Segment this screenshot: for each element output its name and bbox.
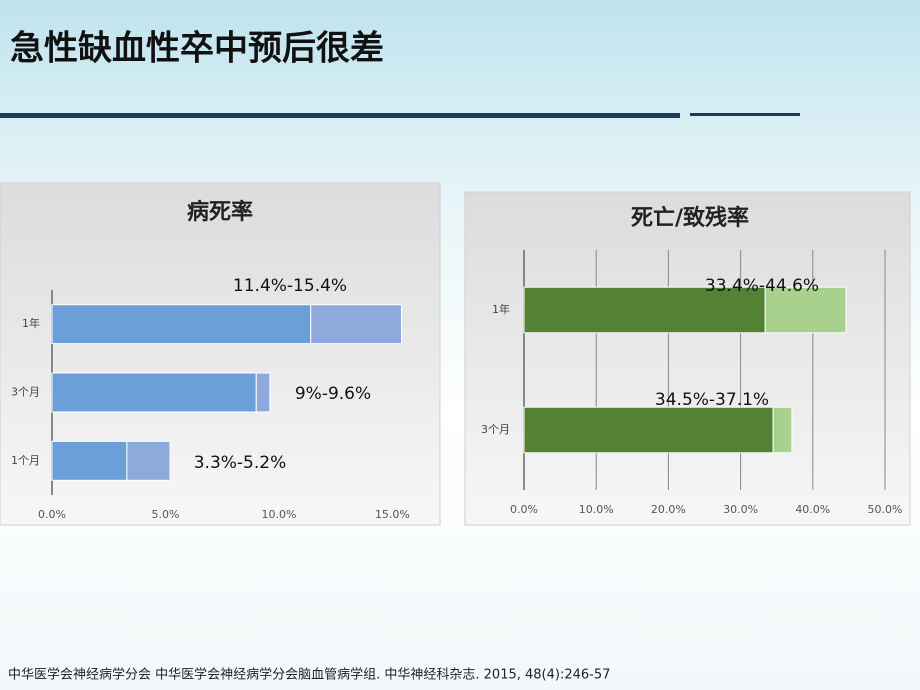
bar <box>772 406 793 454</box>
bar <box>51 440 128 481</box>
x-tick-label: 5.0% <box>151 508 179 521</box>
chart-panel <box>464 191 911 526</box>
x-tick-label: 0.0% <box>510 503 538 516</box>
bar <box>51 304 312 345</box>
x-tick-label: 40.0% <box>795 503 830 516</box>
annotation: 11.4%-15.4% <box>233 276 347 296</box>
annotation: 34.5%-37.1% <box>655 390 769 410</box>
page-title: 急性缺血性卒中预后很差 <box>10 29 384 69</box>
bar <box>523 406 774 454</box>
x-tick-label: 30.0% <box>723 503 758 516</box>
bar <box>523 286 766 334</box>
x-tick-label: 50.0% <box>868 503 903 516</box>
bar <box>255 372 271 413</box>
x-tick-label: 10.0% <box>261 508 296 521</box>
y-tick-label: 1年 <box>492 302 510 316</box>
annotation: 33.4%-44.6% <box>705 276 819 296</box>
footnote: 中华医学会神经病学分会 中华医学会神经病学分会脑血管病学组. 中华神经科杂志. … <box>8 667 610 683</box>
y-tick-label: 3个月 <box>11 386 40 399</box>
x-tick-label: 20.0% <box>651 503 686 516</box>
annotation: 3.3%-5.2% <box>194 453 287 473</box>
y-tick-label: 1年 <box>22 316 40 330</box>
chart-title: 病死率 <box>187 199 253 225</box>
x-tick-label: 15.0% <box>375 508 410 521</box>
x-tick-label: 0.0% <box>38 508 66 521</box>
x-tick-label: 10.0% <box>579 503 614 516</box>
chart-title: 死亡/致残率 <box>631 205 749 231</box>
bar <box>310 304 402 345</box>
title-rule-dash <box>690 113 800 116</box>
y-tick-label: 3个月 <box>481 423 510 436</box>
bar <box>764 286 847 334</box>
title-rule <box>0 113 680 118</box>
bar <box>51 372 257 413</box>
bar <box>126 440 171 481</box>
annotation: 9%-9.6% <box>295 384 371 404</box>
y-tick-label: 1个月 <box>11 454 40 467</box>
